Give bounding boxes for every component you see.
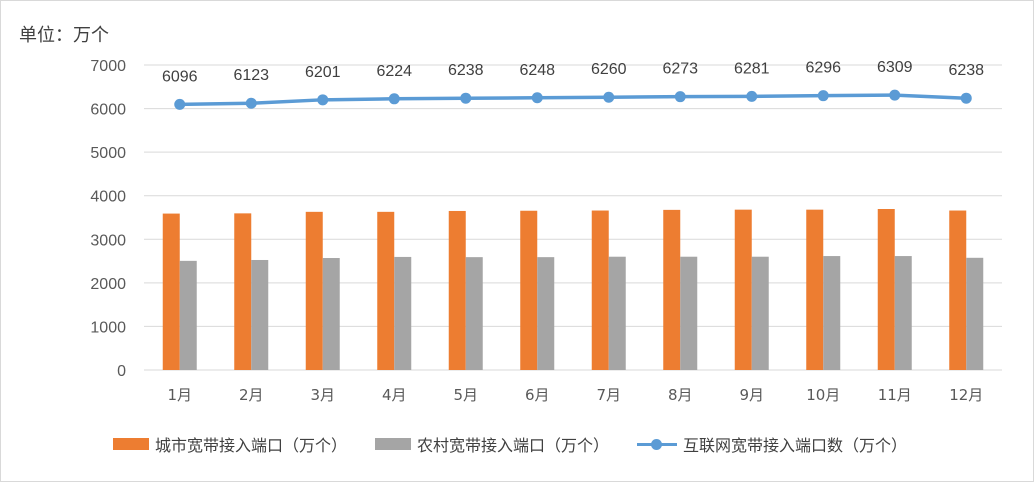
legend-swatch-total [637, 438, 678, 450]
bar-rural [608, 256, 626, 370]
bar-rural [322, 258, 340, 370]
total-point [817, 90, 829, 102]
bar-urban [234, 213, 252, 370]
bar-rural [537, 257, 555, 370]
bar-urban [448, 210, 466, 370]
legend-swatch-rural [375, 438, 412, 450]
bar-rural [394, 256, 412, 370]
bar-rural [966, 257, 984, 370]
legend-item-rural: 农村宽带接入端口（万个） [375, 432, 609, 456]
data-labels: 6096 6123 6201 6224 6238 6248 6260 6273 6281 6296… [162, 59, 984, 85]
total-point [460, 92, 472, 104]
x-tick-label: 8月 [668, 386, 693, 404]
y-tick-label: 4000 [90, 189, 126, 206]
y-tick-label: 5000 [90, 145, 126, 162]
x-tick-label: 11月 [878, 386, 912, 404]
legend: 城市宽带接入端口（万个） 农村宽带接入端口（万个） 互联网宽带接入端口数（万个） [113, 432, 935, 456]
bar-urban [663, 209, 681, 370]
legend-label-urban: 城市宽带接入端口（万个） [155, 436, 348, 455]
bar-rural [680, 256, 698, 370]
gridlines [144, 64, 1002, 371]
x-tick-label: 7月 [596, 386, 621, 404]
total-point [174, 98, 186, 110]
y-tick-label: 3000 [90, 232, 126, 249]
data-label-total: 6238 [948, 62, 984, 79]
y-tick-label: 1000 [90, 319, 126, 336]
bar-rural [894, 256, 912, 370]
legend-item-total: 互联网宽带接入端口数（万个） [637, 432, 907, 456]
total-point [889, 89, 901, 101]
bar-rural [251, 259, 269, 370]
x-tick-label: 4月 [382, 386, 407, 404]
bar-rural [179, 260, 197, 370]
total-point [388, 93, 400, 105]
data-label-total: 6096 [162, 68, 198, 85]
bar-urban [877, 209, 895, 370]
total-line [174, 89, 972, 110]
bar-urban [377, 211, 395, 370]
bar-urban [806, 209, 824, 370]
unit-label: 单位：万个 [19, 25, 109, 46]
bar-urban [162, 213, 180, 370]
data-label-total: 6123 [233, 67, 269, 84]
y-axis-ticks: 0 1000 2000 3000 4000 5000 6000 7000 [90, 58, 126, 380]
y-tick-label: 6000 [90, 102, 126, 119]
data-label-total: 6224 [376, 63, 412, 80]
total-point [674, 91, 686, 103]
bar-urban [949, 210, 967, 370]
legend-item-urban: 城市宽带接入端口（万个） [113, 432, 347, 456]
legend-swatch-urban [113, 438, 149, 450]
total-point [960, 92, 972, 104]
total-point [603, 91, 615, 103]
data-label-total: 6260 [591, 61, 627, 78]
y-tick-label: 7000 [90, 58, 126, 75]
total-point [531, 92, 543, 104]
legend-label-rural: 农村宽带接入端口（万个） [417, 436, 610, 455]
x-tick-label: 10月 [806, 386, 840, 404]
x-tick-label: 5月 [453, 386, 478, 404]
bar-urban [734, 209, 752, 370]
x-tick-label: 12月 [949, 386, 983, 404]
total-point [245, 97, 257, 109]
bar-urban [305, 211, 323, 370]
total-point [317, 94, 329, 106]
data-label-total: 6248 [519, 62, 555, 79]
bar-rural [465, 257, 483, 370]
data-label-total: 6309 [877, 59, 913, 76]
data-label-total: 6273 [662, 61, 698, 78]
data-label-total: 6296 [805, 60, 841, 77]
total-line-path [179, 93, 967, 107]
x-tick-label: 1月 [167, 386, 192, 404]
data-label-total: 6238 [448, 62, 484, 79]
bar-urban [591, 210, 609, 370]
x-tick-label: 3月 [310, 386, 335, 404]
x-tick-label: 9月 [739, 386, 764, 404]
y-tick-label: 0 [117, 363, 126, 380]
y-tick-label: 2000 [90, 276, 126, 293]
total-point [746, 90, 758, 102]
bars [162, 209, 984, 370]
data-label-total: 6281 [734, 60, 770, 77]
bar-urban [520, 210, 538, 370]
bar-rural [751, 256, 769, 370]
x-axis-ticks: 1月 2月 3月 4月 5月 6月 7月 8月 9月 10月 11月 12月 [167, 386, 983, 404]
x-tick-label: 2月 [239, 386, 264, 404]
data-label-total: 6201 [305, 64, 341, 81]
x-tick-label: 6月 [525, 386, 550, 404]
legend-label-total: 互联网宽带接入端口数（万个） [683, 436, 908, 455]
bar-rural [823, 256, 841, 370]
